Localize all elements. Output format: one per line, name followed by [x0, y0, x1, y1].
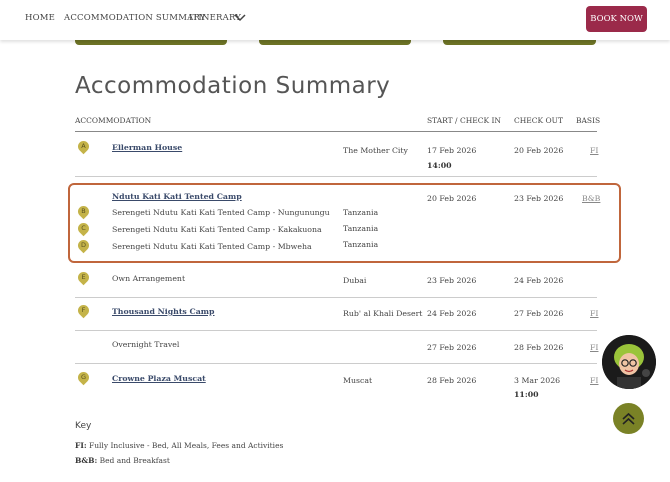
check-out-date: 27 Feb 2026: [514, 309, 564, 318]
basis-link[interactable]: FI: [590, 343, 599, 352]
start-date: 17 Feb 2026: [427, 146, 477, 155]
location: Tanzania: [343, 240, 379, 249]
location: Rub' al Khali Desert: [343, 309, 423, 318]
start-date: 20 Feb 2026: [427, 194, 477, 203]
basis-link[interactable]: FI: [590, 376, 599, 385]
basis-link[interactable]: B&B: [582, 194, 601, 203]
sub-accommodation: Serengeti Ndutu Kati Kati Tented Camp - …: [112, 225, 322, 234]
row-divider: [75, 297, 597, 298]
key-bb: B&B: Bed and Breakfast: [75, 456, 170, 465]
location: Tanzania: [343, 208, 379, 217]
header-divider: [75, 131, 597, 132]
top-nav: HOME ACCOMMODATION SUMMARY ITINERARY BOO…: [0, 0, 670, 40]
nav-home-link[interactable]: HOME: [25, 13, 56, 23]
check-out-date: 3 Mar 2026: [514, 376, 561, 385]
check-out-date: 24 Feb 2026: [514, 276, 564, 285]
assistant-avatar-icon[interactable]: [602, 335, 656, 389]
row-divider: [75, 330, 597, 331]
olive-button-3[interactable]: [443, 38, 596, 45]
check-out-date: 23 Feb 2026: [514, 194, 564, 203]
basis-link[interactable]: FI: [590, 146, 599, 155]
row-divider: [75, 363, 597, 364]
start-date: 23 Feb 2026: [427, 276, 477, 285]
check-out-time: 11:00: [514, 390, 539, 399]
key-fi: FI: Fully Inclusive - Bed, All Meals, Fe…: [75, 441, 284, 450]
accommodation-link[interactable]: Crowne Plaza Muscat: [112, 374, 206, 383]
basis-link[interactable]: FI: [590, 309, 599, 318]
sub-accommodation: Serengeti Ndutu Kati Kati Tented Camp - …: [112, 208, 330, 217]
map-pin-icon: G: [75, 369, 92, 386]
location: The Mother City: [343, 146, 408, 155]
header-check-out: CHECK OUT: [514, 116, 563, 125]
map-pin-icon: A: [75, 138, 92, 155]
nav-itinerary-link[interactable]: ITINERARY: [189, 13, 242, 23]
map-pin-icon: E: [75, 269, 92, 286]
location: Muscat: [343, 376, 373, 385]
double-chevron-up-icon: [622, 412, 635, 425]
olive-button-2[interactable]: [259, 38, 411, 45]
accommodation-link[interactable]: Ellerman House: [112, 143, 183, 152]
chevron-down-icon[interactable]: [234, 14, 246, 22]
check-in-time: 14:00: [427, 161, 452, 170]
start-date: 28 Feb 2026: [427, 376, 477, 385]
map-pin-icon: D: [75, 237, 92, 254]
start-date: 24 Feb 2026: [427, 309, 477, 318]
location: Tanzania: [343, 224, 379, 233]
map-pin-icon: C: [75, 220, 92, 237]
accommodation-link[interactable]: Thousand Nights Camp: [112, 307, 215, 316]
sub-accommodation: Serengeti Ndutu Kati Kati Tented Camp - …: [112, 242, 312, 251]
accommodation-name: Overnight Travel: [112, 340, 180, 349]
location: Dubai: [343, 276, 367, 285]
map-pin-icon: B: [75, 203, 92, 220]
accommodation-link[interactable]: Ndutu Kati Kati Tented Camp: [112, 192, 242, 201]
row-divider: [75, 176, 597, 177]
scroll-to-top-button[interactable]: [613, 403, 644, 434]
header-basis: BASIS: [576, 116, 601, 125]
header-start-check-in: START / CHECK IN: [427, 116, 501, 125]
highlight-box: [68, 183, 621, 263]
page-title: Accommodation Summary: [75, 73, 391, 99]
book-now-button[interactable]: BOOK NOW: [586, 6, 647, 32]
start-date: 27 Feb 2026: [427, 343, 477, 352]
olive-button-1[interactable]: [75, 38, 227, 45]
key-title: Key: [75, 421, 92, 431]
check-out-date: 28 Feb 2026: [514, 343, 564, 352]
nav-accommodation-summary-link[interactable]: ACCOMMODATION SUMMARY: [64, 13, 206, 23]
header-accommodation: ACCOMMODATION: [75, 116, 152, 125]
accommodation-name: Own Arrangement: [112, 274, 186, 283]
check-out-date: 20 Feb 2026: [514, 146, 564, 155]
map-pin-icon: F: [75, 302, 92, 319]
